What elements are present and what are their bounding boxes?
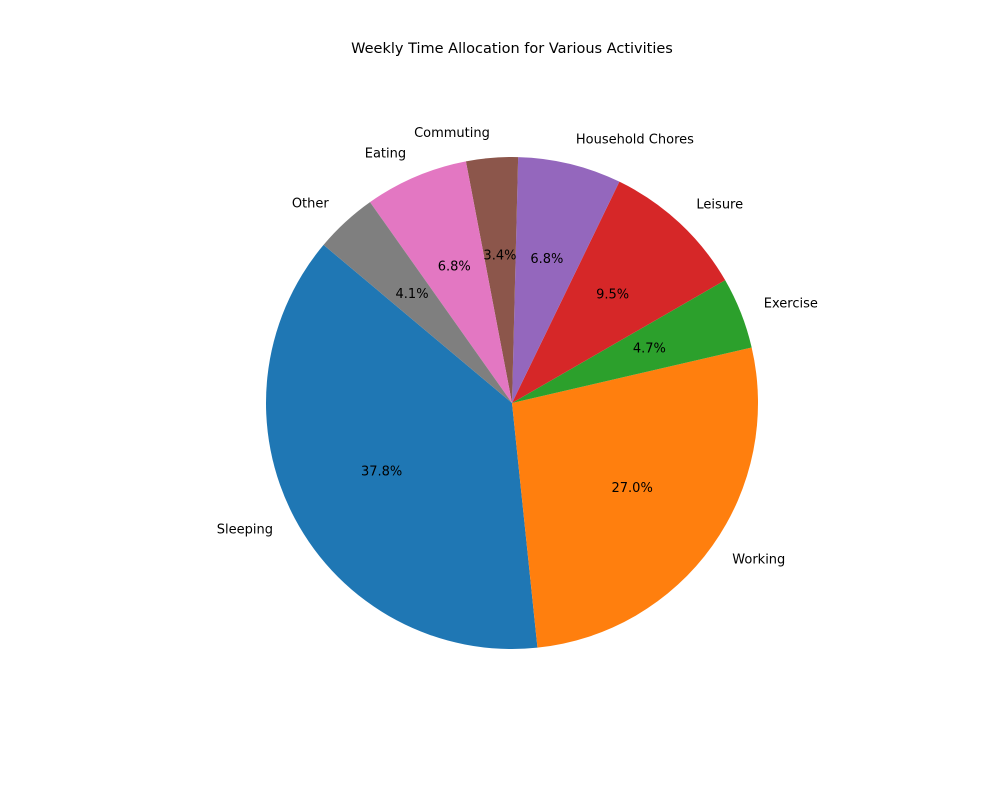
category-label-other: Other: [292, 196, 330, 211]
pie-slice-other: [323, 202, 512, 403]
percent-label-commuting: 3.4%: [483, 248, 516, 263]
percent-label-working: 27.0%: [612, 481, 653, 496]
percent-label-exercise: 4.7%: [633, 341, 666, 356]
chart-title: Weekly Time Allocation for Various Activ…: [351, 41, 673, 57]
pie-slice-exercise: [512, 280, 752, 403]
category-label-exercise: Exercise: [764, 296, 818, 311]
category-labels: Sleeping Working Exercise Leisure Household …: [217, 126, 818, 568]
percent-label-sleeping: 37.8%: [361, 465, 402, 480]
category-label-sleeping: Sleeping: [217, 522, 273, 537]
percent-label-other: 4.1%: [396, 287, 429, 302]
percent-labels: 37.8% 27.0% 4.7% 9.5% 6.8% 3.4% 6.8% 4.1%: [361, 248, 666, 496]
category-label-commuting: Commuting: [414, 126, 490, 141]
pie-slice-working: [512, 347, 758, 648]
category-label-working: Working: [732, 553, 785, 568]
percent-label-eating: 6.8%: [438, 260, 471, 275]
pie-slice-sleeping: [266, 244, 538, 649]
pie-slices: [266, 156, 758, 649]
pie-slice-eating: [370, 161, 512, 403]
pie-slice-leisure: [512, 181, 726, 403]
category-label-household-chores: Household Chores: [576, 133, 694, 148]
pie-slice-commuting: [465, 156, 519, 403]
percent-label-household-chores: 6.8%: [530, 252, 563, 267]
percent-label-leisure: 9.5%: [596, 287, 629, 302]
category-label-leisure: Leisure: [696, 197, 743, 212]
category-label-eating: Eating: [365, 146, 406, 161]
pie-slice-household-chores: [512, 157, 620, 403]
